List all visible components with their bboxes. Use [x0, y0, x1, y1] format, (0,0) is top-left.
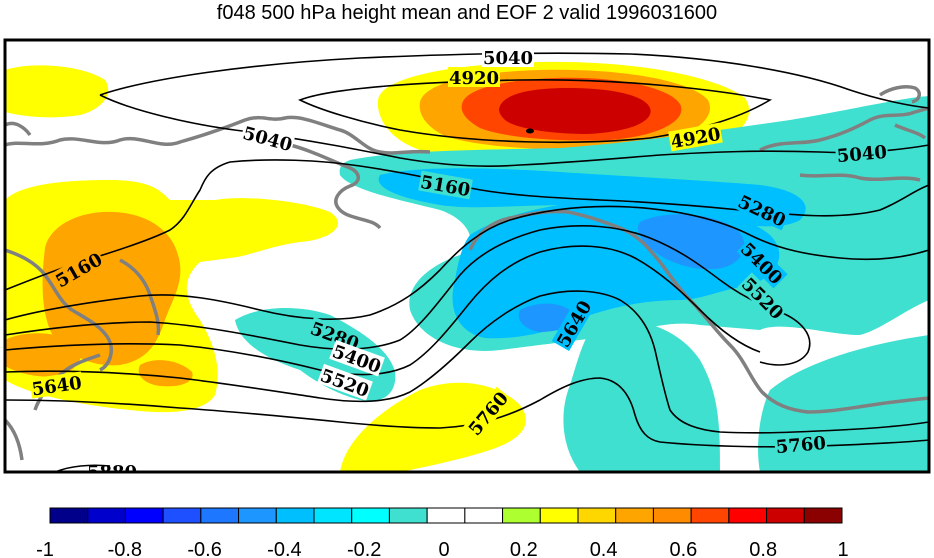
- coastline-alaska-2: [799, 173, 921, 182]
- colorbar-swatch: [652, 507, 692, 524]
- colorbar-ticks: -1 -0.8 -0.6 -0.4 -0.2 0 0.2 0.4 0.6 0.8 1: [36, 539, 848, 558]
- colorbar-tick-label: -0.6: [187, 539, 221, 558]
- map-frame: [3, 38, 931, 474]
- contour-label: 5040: [836, 142, 888, 167]
- colorbar-tick-label: 0.6: [669, 539, 697, 558]
- coastline-north: [5, 115, 431, 155]
- colorbar-swatch: [162, 507, 202, 524]
- colorbar-swatch: [388, 507, 428, 524]
- contour-label: 5880: [87, 462, 137, 480]
- colorbar-swatch: [124, 507, 164, 524]
- positive-anomaly-north-darkred: [499, 88, 651, 134]
- colorbar-swatch: [539, 507, 579, 524]
- colorbar-swatch: [577, 507, 617, 524]
- colorbar-swatch: [766, 507, 805, 524]
- colorbar-swatch: [238, 507, 277, 524]
- eof-map: 5040 4920 4920 5040 5040 5160 5160 5280 …: [3, 38, 931, 480]
- negative-anomaly-deepblue: [637, 214, 745, 270]
- colorbar-swatch: [464, 507, 504, 524]
- contour-5640: [5, 290, 929, 434]
- colorbar-swatch: [49, 507, 89, 524]
- negative-anomaly-southcentral: [563, 319, 720, 472]
- colorbar-tick-label: 0: [438, 539, 449, 558]
- colorbar-swatch: [426, 507, 466, 524]
- positive-anomaly-west-orange-3: [138, 360, 193, 387]
- colorbar-swatch: [275, 507, 315, 524]
- contour-label: 5760: [775, 433, 827, 458]
- coastline-ne: [878, 85, 927, 140]
- colorbar-tick-label: 0.2: [510, 539, 538, 558]
- maximum-marker: [526, 128, 534, 134]
- positive-anomaly-northwest: [5, 65, 109, 118]
- colorbar-tick-label: -1: [36, 539, 54, 558]
- coastline-nw: [5, 121, 32, 137]
- colorbar-tick-label: -0.2: [347, 539, 381, 558]
- colorbar-swatch: [502, 507, 541, 524]
- contour-5760: [5, 377, 929, 448]
- positive-anomaly-west-orange-2: [5, 333, 81, 377]
- colorbar-tick-label: 1: [837, 539, 848, 558]
- contour-5520: [5, 245, 761, 376]
- colorbar-swatch: [87, 507, 126, 524]
- coastline-alaska: [759, 106, 929, 152]
- colorbar-swatch: [690, 507, 730, 524]
- coastline-west: [5, 248, 113, 372]
- colorbar-swatch: [728, 507, 768, 524]
- contour-label: 5040: [483, 48, 533, 69]
- coastline-north-2: [289, 143, 382, 230]
- positive-anomaly-west-orange: [42, 211, 181, 366]
- map-title: f048 500 hPa height mean and EOF 2 valid…: [216, 2, 718, 24]
- contour-label: 4920: [449, 68, 499, 89]
- colorbar-swatch: [803, 507, 843, 524]
- colorbar-tick-label: -0.4: [267, 539, 301, 558]
- contour-5280: [5, 205, 929, 321]
- colorbar-swatch: [200, 507, 240, 524]
- colorbar-swatches: [49, 507, 843, 524]
- colorbar-swatch: [313, 507, 353, 524]
- colorbar-tick-label: 0.8: [749, 539, 777, 558]
- colorbar-swatch: [351, 507, 390, 524]
- colorbar-tick-label: 0.4: [590, 539, 618, 558]
- colorbar-swatch: [615, 507, 654, 524]
- colorbar-tick-label: -0.8: [108, 539, 142, 558]
- coastline-west-3: [5, 418, 24, 461]
